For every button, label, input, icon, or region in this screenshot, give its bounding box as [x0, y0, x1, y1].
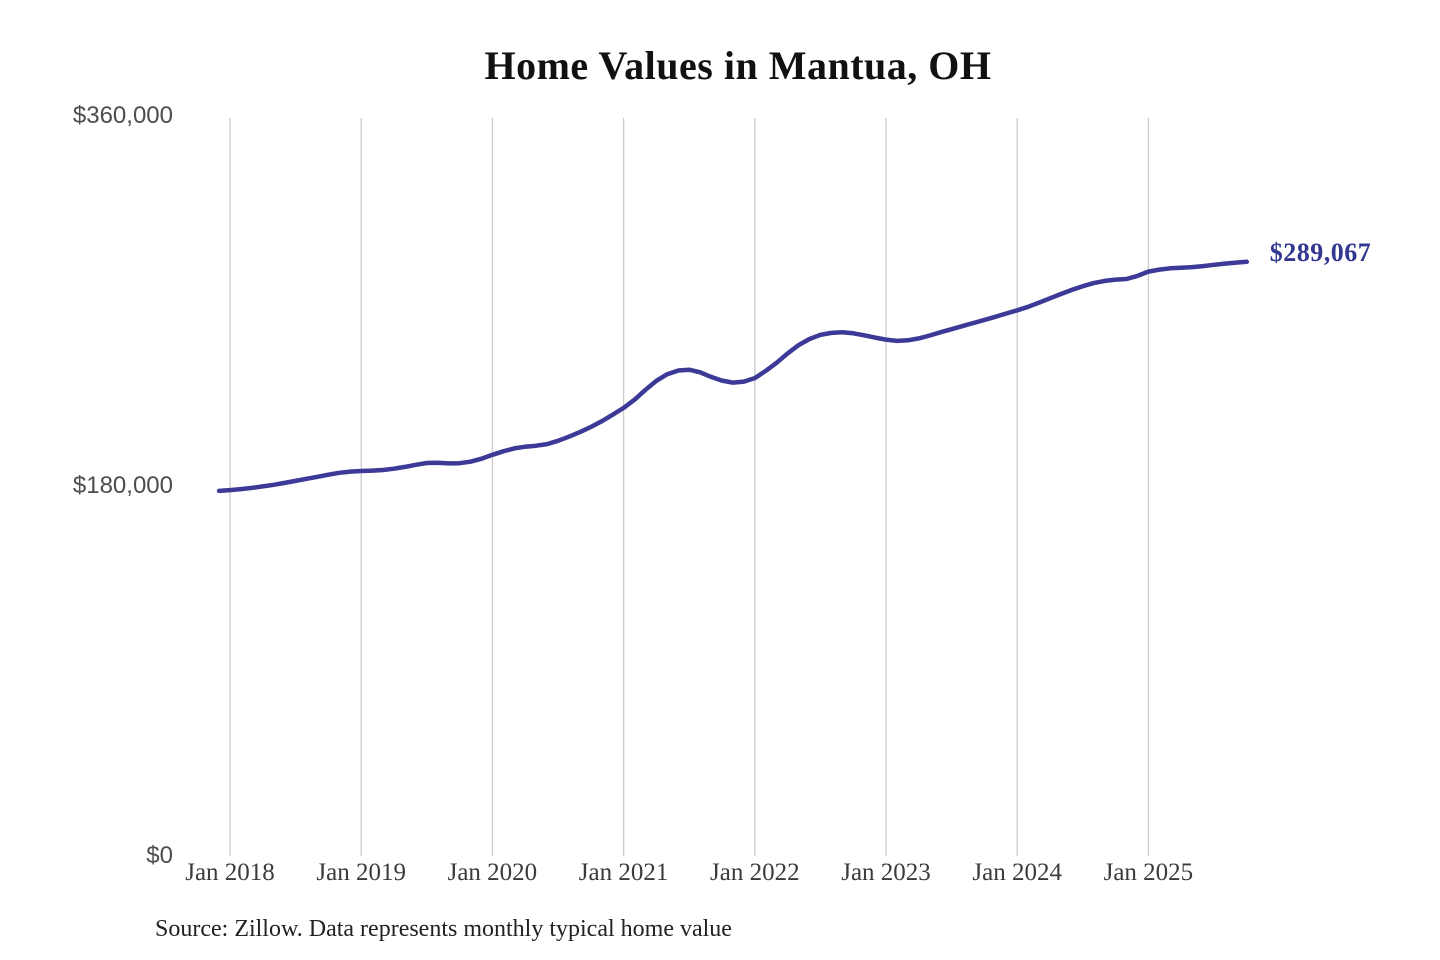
x-tick-label: Jan 2024 — [972, 859, 1062, 886]
x-tick-label: Jan 2020 — [447, 859, 538, 886]
vertical-gridlines — [229, 118, 1150, 856]
latest-value-label: $289,067 — [1269, 237, 1372, 267]
x-tick-label: Jan 2023 — [841, 859, 931, 886]
y-tick-label: $360,000 — [72, 102, 173, 129]
x-tick-label: Jan 2025 — [1103, 859, 1194, 886]
x-tick-label: Jan 2018 — [185, 859, 275, 886]
x-tick-label: Jan 2022 — [710, 859, 800, 886]
home-value-line — [216, 259, 1250, 494]
y-tick-label: $0 — [146, 842, 173, 869]
x-tick-label: Jan 2019 — [316, 859, 406, 886]
chart-title: Home Values in Mantua, OH — [484, 43, 992, 88]
x-tick-label: Jan 2021 — [578, 859, 669, 886]
source-note: Source: Zillow. Data represents monthly … — [155, 916, 732, 942]
y-tick-label: $180,000 — [72, 472, 173, 499]
